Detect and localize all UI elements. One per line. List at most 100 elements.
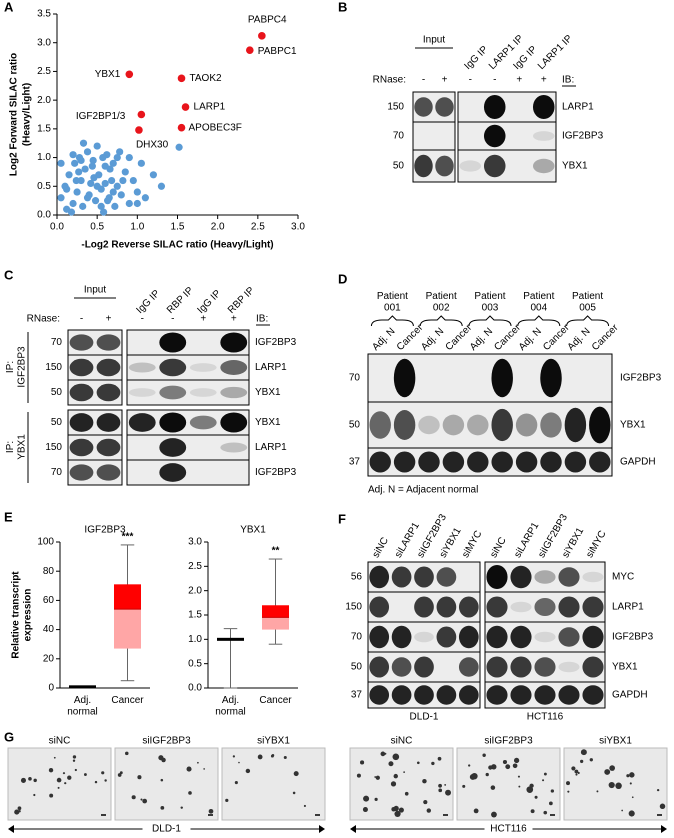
blot-band (369, 596, 390, 618)
chart-title: YBX1 (240, 525, 266, 536)
mw-label: 50 (51, 417, 63, 428)
data-point (93, 142, 101, 150)
panel-letter: A (4, 0, 14, 14)
data-point (109, 159, 117, 167)
blot-band (391, 685, 412, 705)
blot-band (69, 334, 94, 351)
colony (403, 771, 405, 774)
colony (445, 789, 452, 796)
colony (14, 809, 20, 815)
data-point (87, 179, 95, 188)
colony (292, 791, 296, 795)
colony (161, 757, 166, 763)
colony (137, 775, 142, 780)
point-label: PABPC1 (258, 46, 297, 57)
mw-label: 150 (45, 442, 62, 453)
blot-band (96, 438, 121, 457)
protein-label: GAPDH (612, 690, 648, 701)
rnase-sign: + (541, 75, 547, 86)
brace (370, 315, 414, 327)
colony (659, 803, 666, 810)
data-point (106, 165, 114, 173)
colony (384, 752, 387, 755)
protein-label: IGF2BP3 (255, 337, 297, 348)
data-point (77, 156, 85, 165)
protein-label: MYC (612, 572, 634, 583)
y-tick-label: 3.0 (37, 37, 51, 48)
y-tick-label: 0.5 (37, 181, 51, 192)
blot-band (393, 451, 416, 473)
blot-band (414, 631, 434, 643)
blot-band (159, 463, 187, 482)
blot-row (126, 379, 250, 406)
blot-band (558, 567, 580, 587)
mw-label: 70 (349, 373, 361, 384)
data-point (258, 32, 266, 40)
data-point (88, 162, 96, 170)
y-tick-label: 100 (37, 537, 54, 548)
blot-band (96, 464, 121, 481)
colony (53, 756, 56, 759)
y-tick-label: 2.5 (188, 561, 202, 572)
colony (360, 760, 365, 765)
blot-band (159, 332, 187, 353)
data-point (79, 202, 87, 210)
data-point (79, 139, 88, 147)
colony (303, 804, 306, 808)
blot-band (189, 388, 217, 397)
rnase-sign: + (231, 314, 237, 325)
colony (225, 798, 229, 803)
blot-band (486, 685, 508, 705)
y-tick-label: 3.5 (37, 9, 51, 20)
protein-label: YBX1 (620, 420, 646, 431)
protein-label: YBX1 (255, 417, 281, 428)
brace (517, 315, 561, 327)
colony (534, 795, 538, 799)
colony (362, 807, 368, 813)
data-point (72, 176, 80, 185)
colony (375, 775, 380, 780)
data-point (69, 151, 77, 159)
protein-label: GAPDH (620, 457, 656, 468)
data-point (57, 194, 65, 202)
colony (438, 788, 443, 793)
significance: *** (122, 532, 134, 543)
cell-label: HCT116 (490, 824, 527, 835)
blot-band (128, 388, 156, 397)
blot-band (391, 625, 412, 649)
lane-label: IgG IP (134, 288, 162, 316)
colony (482, 753, 486, 757)
blot-band (467, 414, 489, 436)
blot-band (589, 451, 611, 473)
protein-label: LARP1 (612, 602, 644, 613)
colony (18, 810, 21, 813)
group-label: Input (423, 35, 445, 46)
blot-band (69, 413, 94, 432)
blot-band (491, 358, 513, 398)
box-upper (69, 685, 96, 687)
mw-label: 37 (351, 690, 363, 701)
condition-label: siIGF2BP3 (142, 736, 191, 747)
y-tick-label: 20 (43, 653, 55, 664)
blot-band (534, 657, 556, 677)
blot-band (540, 358, 562, 398)
blot-band (558, 685, 580, 705)
brace (419, 315, 463, 327)
colony (529, 783, 534, 788)
colony (74, 768, 77, 772)
data-point (137, 110, 146, 119)
colony (33, 778, 37, 783)
patient-label: Patient 005 (572, 291, 603, 314)
colony (575, 773, 578, 776)
data-point (157, 182, 166, 190)
colony (391, 806, 396, 812)
x-axis-title: -Log2 Reverse SILAC ratio (Heavy/Light) (81, 240, 273, 251)
data-point (141, 194, 149, 202)
panel-letter: B (338, 0, 347, 14)
colony (505, 764, 511, 770)
blot-band (486, 565, 508, 589)
colony (628, 810, 635, 817)
patient-label: Patient 004 (523, 291, 554, 314)
blot-band (414, 154, 433, 178)
x-tick-label: 1.5 (171, 222, 185, 233)
